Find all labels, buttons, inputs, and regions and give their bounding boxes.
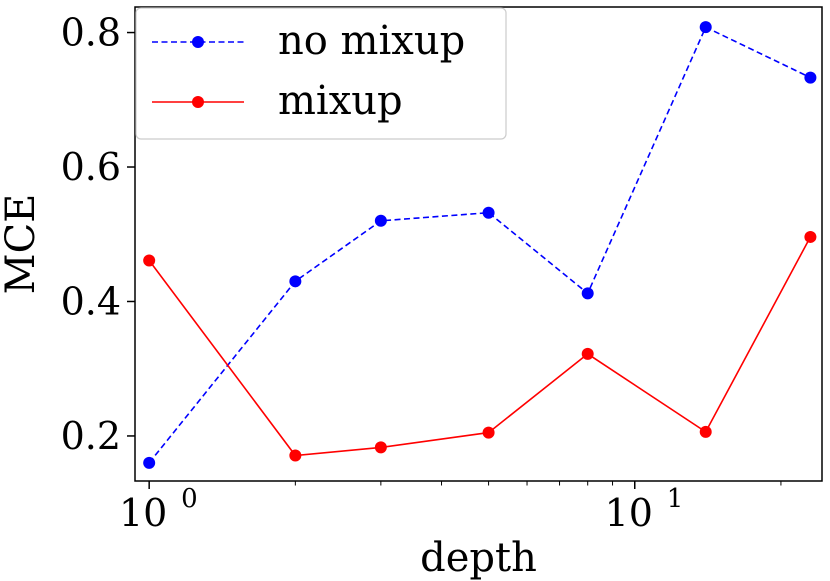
y-tick-label: 0.2 (61, 414, 121, 458)
data-point (581, 347, 594, 360)
legend-item: no mixup (152, 18, 465, 64)
data-point (482, 426, 495, 439)
series-mixup (143, 230, 817, 462)
legend: no mixup mixup (135, 7, 507, 140)
series-layer (143, 21, 817, 469)
series-line (148, 236, 812, 457)
data-point (804, 71, 817, 84)
plot-frame (134, 6, 823, 482)
data-point (289, 275, 302, 288)
x-tick-label: 10 (605, 491, 653, 535)
data-point (143, 254, 156, 267)
series-no-mixup (143, 21, 817, 469)
legend-marker (192, 36, 204, 48)
data-point (699, 425, 712, 438)
x-tick-label: 10 (119, 491, 167, 535)
legend-marker (192, 96, 204, 108)
data-point (374, 214, 387, 227)
legend-box (135, 7, 507, 140)
data-point (289, 449, 302, 462)
y-tick-label: 0.6 (61, 145, 121, 189)
x-tick-exponent: 0 (181, 484, 198, 514)
axis-ticks: 0.2 0.4 0.6 0.8 10 0 10 1 (61, 11, 782, 535)
data-point (374, 441, 387, 454)
x-tick-exponent: 1 (667, 484, 684, 514)
x-axis-label: depth (420, 535, 537, 581)
data-point (699, 21, 712, 34)
y-tick-label: 0.8 (61, 11, 121, 55)
y-tick-label: 0.4 (61, 279, 121, 323)
data-point (482, 206, 495, 219)
data-point (581, 287, 594, 300)
data-point (143, 456, 156, 469)
legend-item: mixup (152, 78, 403, 124)
y-axis-label: MCE (0, 194, 44, 295)
data-point (804, 230, 817, 243)
legend-label: no mixup (278, 18, 465, 64)
legend-label: mixup (278, 78, 403, 124)
